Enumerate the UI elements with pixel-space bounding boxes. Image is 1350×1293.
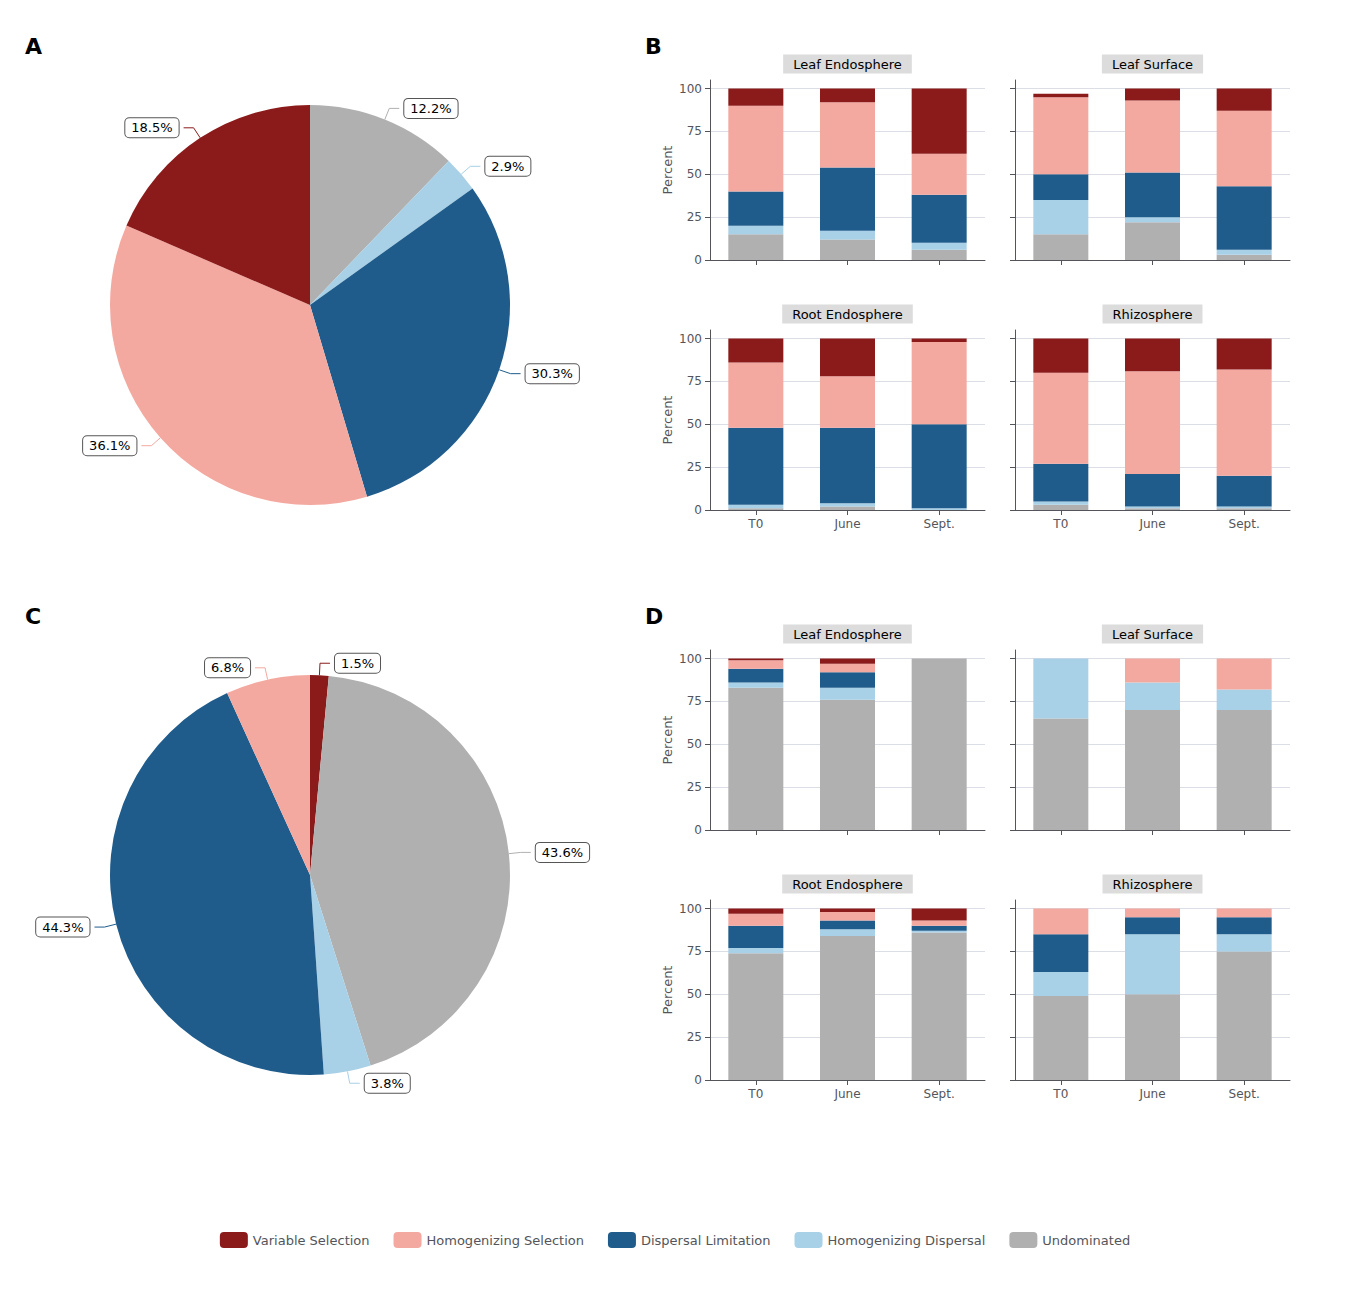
svg-text:36.1%: 36.1% (89, 438, 130, 453)
svg-text:June: June (1138, 517, 1165, 531)
svg-text:Leaf Surface: Leaf Surface (1112, 627, 1193, 642)
svg-text:50: 50 (687, 167, 702, 181)
svg-text:Root Endosphere: Root Endosphere (792, 307, 903, 322)
svg-text:Sept.: Sept. (924, 517, 955, 531)
svg-text:Percent: Percent (660, 716, 675, 765)
svg-text:0: 0 (694, 1073, 702, 1087)
svg-text:25: 25 (687, 210, 702, 224)
svg-text:June: June (833, 1087, 860, 1101)
svg-text:T0: T0 (1052, 517, 1068, 531)
svg-text:T0: T0 (747, 517, 763, 531)
svg-text:6.8%: 6.8% (211, 660, 244, 675)
svg-text:Rhizosphere: Rhizosphere (1113, 877, 1193, 892)
svg-text:D: D (645, 604, 663, 629)
svg-text:50: 50 (687, 737, 702, 751)
svg-text:Percent: Percent (660, 146, 675, 195)
svg-text:June: June (1138, 1087, 1165, 1101)
svg-text:C: C (25, 604, 41, 629)
svg-text:Percent: Percent (660, 396, 675, 445)
svg-text:12.2%: 12.2% (410, 101, 451, 116)
svg-text:75: 75 (687, 124, 702, 138)
svg-text:Homogenizing Selection: Homogenizing Selection (427, 1233, 584, 1248)
svg-text:0: 0 (694, 253, 702, 267)
svg-text:1.5%: 1.5% (341, 656, 374, 671)
svg-text:0: 0 (694, 503, 702, 517)
svg-text:100: 100 (679, 652, 702, 666)
svg-text:43.6%: 43.6% (542, 845, 583, 860)
svg-text:2.9%: 2.9% (491, 159, 524, 174)
svg-text:Leaf Endosphere: Leaf Endosphere (793, 57, 902, 72)
svg-text:50: 50 (687, 987, 702, 1001)
svg-text:25: 25 (687, 1030, 702, 1044)
svg-text:Sept.: Sept. (1229, 1087, 1260, 1101)
svg-text:B: B (645, 34, 662, 59)
svg-text:75: 75 (687, 944, 702, 958)
svg-text:A: A (25, 34, 42, 59)
svg-text:75: 75 (687, 694, 702, 708)
svg-text:June: June (833, 517, 860, 531)
svg-text:30.3%: 30.3% (532, 366, 573, 381)
svg-text:Homogenizing Dispersal: Homogenizing Dispersal (828, 1233, 986, 1248)
svg-text:Leaf Endosphere: Leaf Endosphere (793, 627, 902, 642)
svg-text:100: 100 (679, 82, 702, 96)
svg-text:Undominated: Undominated (1042, 1233, 1130, 1248)
svg-text:18.5%: 18.5% (131, 120, 172, 135)
svg-text:0: 0 (694, 823, 702, 837)
svg-text:50: 50 (687, 417, 702, 431)
svg-text:Rhizosphere: Rhizosphere (1113, 307, 1193, 322)
svg-text:25: 25 (687, 780, 702, 794)
svg-text:75: 75 (687, 374, 702, 388)
svg-text:100: 100 (679, 902, 702, 916)
svg-text:Leaf Surface: Leaf Surface (1112, 57, 1193, 72)
svg-text:T0: T0 (747, 1087, 763, 1101)
svg-text:44.3%: 44.3% (42, 920, 83, 935)
svg-text:25: 25 (687, 460, 702, 474)
svg-text:100: 100 (679, 332, 702, 346)
svg-text:Variable Selection: Variable Selection (253, 1233, 370, 1248)
svg-text:Percent: Percent (660, 966, 675, 1015)
svg-text:Sept.: Sept. (1229, 517, 1260, 531)
svg-text:Root Endosphere: Root Endosphere (792, 877, 903, 892)
svg-text:T0: T0 (1052, 1087, 1068, 1101)
svg-text:Sept.: Sept. (924, 1087, 955, 1101)
svg-text:3.8%: 3.8% (371, 1076, 404, 1091)
svg-text:Dispersal Limitation: Dispersal Limitation (641, 1233, 771, 1248)
